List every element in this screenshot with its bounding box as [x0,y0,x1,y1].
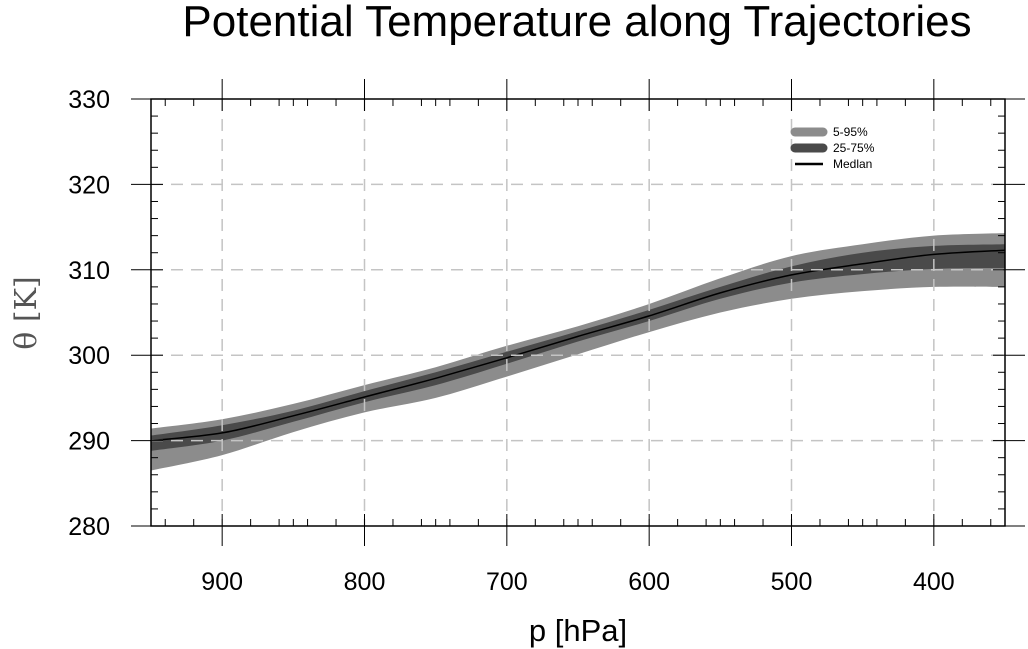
legend-label: Medlan [833,157,872,171]
legend: 5-95% 25-75% Medlan [790,125,875,171]
y-tick-label: 310 [68,257,110,285]
x-tick-label: 600 [628,568,670,596]
axis-ticks [131,79,1025,546]
plot-frame [150,98,1006,527]
x-tick-label: 700 [486,568,528,596]
median-line [150,249,1006,442]
x-tick-label: 900 [201,568,243,596]
y-tick-label: 320 [68,171,110,199]
x-tick-label: 500 [771,568,813,596]
band-5-95 [151,233,1005,471]
y-tick-label: 330 [68,86,110,114]
x-tick-label: 400 [913,568,955,596]
y-tick-label: 280 [68,513,110,541]
y-tick-label: 290 [68,428,110,456]
grid [151,99,1005,526]
legend-label: 25-75% [833,141,875,155]
plot-data [150,233,1006,471]
y-tick-label: 300 [68,342,110,370]
plot-border [150,98,1006,527]
chart-title: Potential Temperature along Trajectories [182,0,971,46]
legend-label: 5-95% [833,125,868,139]
x-tick-label: 800 [344,568,386,596]
y-axis-label: θ [K] [9,276,44,349]
axis-tick-labels: 900 800 700 600 500 400 280 290 300 310 320 330 [68,86,954,596]
x-axis-label: p [hPa] [529,613,627,648]
